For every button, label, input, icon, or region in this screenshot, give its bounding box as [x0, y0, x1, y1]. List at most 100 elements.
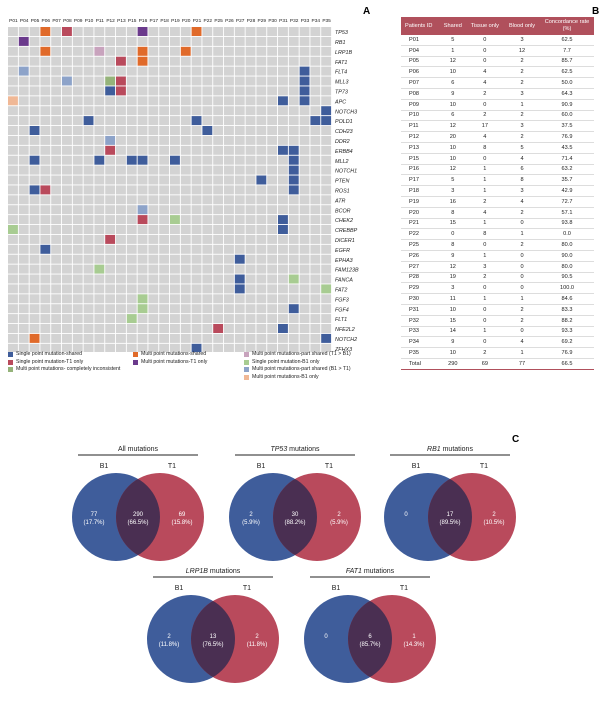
heatmap-cell: [278, 225, 288, 234]
venn-t1-pct: (14.3%): [403, 642, 424, 648]
heatmap-cell: [62, 254, 72, 264]
heatmap-cell: [256, 66, 267, 76]
heatmap-cell: [256, 56, 267, 66]
patient-label: P04: [20, 18, 29, 24]
heatmap-cell: [170, 205, 180, 215]
heatmap-cell: [288, 145, 299, 155]
heatmap-cell: [94, 234, 105, 244]
heatmap-cell: [40, 86, 51, 96]
heatmap-cell: [234, 274, 245, 284]
heatmap-cell: [213, 294, 224, 304]
heatmap-cell: [170, 244, 180, 254]
heatmap-cell: [8, 175, 18, 185]
heatmap-cell: [159, 56, 170, 66]
heatmap-cell: [202, 86, 213, 96]
table-cell: P18: [401, 185, 440, 197]
heatmap-cell: [126, 135, 137, 145]
table-cell: P11: [401, 120, 440, 133]
gene-label: APC: [334, 99, 346, 105]
table-cell: 3: [440, 185, 466, 197]
heatmap-cell: [224, 145, 234, 155]
heatmap-cell: [159, 324, 170, 333]
heatmap-cell: [288, 165, 299, 175]
heatmap-cell: [105, 106, 116, 116]
table-cell: P15: [401, 153, 440, 165]
table-cell: P22: [401, 228, 440, 241]
heatmap-cell: [288, 66, 299, 76]
heatmap-cell: [191, 324, 202, 333]
table-cell: 17: [465, 120, 505, 133]
heatmap-cell: [8, 165, 18, 175]
heatmap-cell: [278, 244, 288, 254]
table-cell: 2: [504, 315, 540, 327]
heatmap-cell: [72, 56, 83, 66]
heatmap-cell: [213, 106, 224, 116]
heatmap-cell: [51, 96, 62, 106]
heatmap-cell: [116, 205, 126, 215]
heatmap-cell: [159, 106, 170, 116]
heatmap-cell: [180, 304, 191, 314]
heatmap-cell: [8, 66, 18, 76]
heatmap-cell: [29, 314, 40, 324]
heatmap-cell: [170, 195, 180, 205]
heatmap-cell: [245, 106, 256, 116]
heatmap-cell: [202, 234, 213, 244]
table-cell: 72.7: [540, 196, 594, 208]
heatmap-cell: [245, 264, 256, 274]
heatmap-cell: [288, 244, 299, 254]
heatmap-cell: [8, 145, 18, 155]
heatmap-cell: [105, 175, 116, 185]
table-cell: 1: [504, 99, 540, 111]
heatmap-cell: [170, 185, 180, 195]
heatmap-cell: [126, 36, 137, 46]
heatmap-cell: [180, 234, 191, 244]
heatmap-cell: [137, 324, 148, 333]
heatmap-cell: [148, 343, 159, 352]
gene-label: TP53: [335, 30, 348, 36]
heatmap-cell: [245, 294, 256, 304]
heatmap-cell: [159, 244, 170, 254]
table-cell: 100.0: [540, 282, 594, 295]
heatmap-cell: [83, 27, 94, 36]
table-row: P32 15 0 2 88.2: [401, 315, 594, 327]
heatmap-cell: [126, 333, 137, 343]
heatmap-cell: [8, 234, 18, 244]
legend-col-1: Single point mutation-shared Single poin…: [8, 351, 128, 374]
heatmap-cell: [40, 254, 51, 264]
heatmap-cell: [288, 205, 299, 215]
heatmap-cell: [267, 254, 278, 264]
heatmap-cell: [62, 234, 72, 244]
heatmap-cell: [83, 46, 94, 56]
table-row: P06 10 4 2 62.5: [401, 66, 594, 79]
heatmap-cell: [278, 304, 288, 314]
heatmap-cell: [126, 304, 137, 314]
heatmap-cell: [245, 36, 256, 46]
table-row: P25 8 0 2 80.0: [401, 239, 594, 251]
heatmap-cell: [8, 135, 18, 145]
heatmap-cell: [72, 244, 83, 254]
table-cell: 15: [440, 218, 466, 230]
heatmap-cell: [126, 195, 137, 205]
heatmap-cell: [321, 185, 332, 195]
heatmap-cell: [159, 195, 170, 205]
heatmap-cell: [18, 145, 29, 155]
heatmap-cell: [288, 324, 299, 333]
heatmap-cell: [29, 234, 40, 244]
table-cell: 10: [440, 153, 466, 165]
table-cell: P19: [401, 196, 440, 208]
gene-label: TP73: [335, 90, 348, 96]
heatmap-cell: [213, 195, 224, 205]
patient-label: P34: [312, 18, 321, 24]
heatmap-cell: [159, 46, 170, 56]
heatmap-cell: [29, 56, 40, 66]
heatmap-cell: [224, 294, 234, 304]
legend-swatch: [244, 367, 249, 373]
heatmap-cell: [137, 274, 148, 284]
heatmap-cell: [51, 86, 62, 96]
table-cell: 84.6: [540, 293, 594, 305]
gene-label: BCOR: [335, 208, 351, 214]
heatmap-cell: [180, 155, 191, 165]
heatmap-cell: [8, 244, 18, 254]
table-cell: 62.5: [540, 35, 594, 46]
heatmap-cell: [29, 145, 40, 155]
